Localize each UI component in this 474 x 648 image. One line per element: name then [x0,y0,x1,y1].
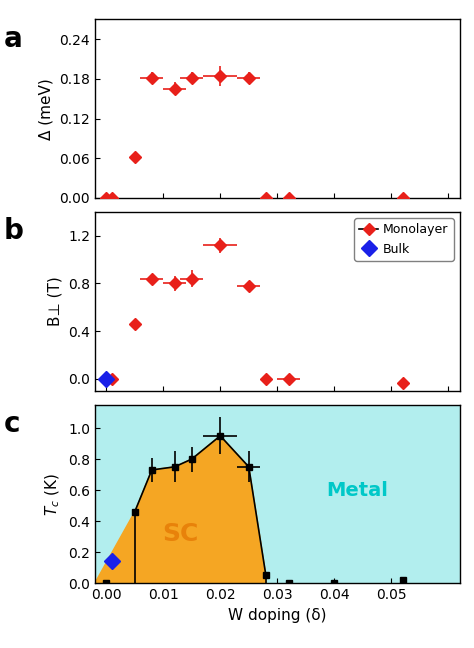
Text: a: a [4,25,22,52]
Legend: Monolayer, Bulk: Monolayer, Bulk [355,218,454,260]
Text: Metal: Metal [326,481,388,500]
Y-axis label: Δ (meV): Δ (meV) [38,78,54,139]
Y-axis label: B⊥ (T): B⊥ (T) [47,277,63,326]
Polygon shape [95,436,266,583]
Text: b: b [4,218,23,246]
Text: c: c [4,410,20,438]
Y-axis label: $T_c$ (K): $T_c$ (K) [44,472,63,516]
Text: SC: SC [162,522,199,546]
X-axis label: W doping (δ): W doping (δ) [228,608,327,623]
